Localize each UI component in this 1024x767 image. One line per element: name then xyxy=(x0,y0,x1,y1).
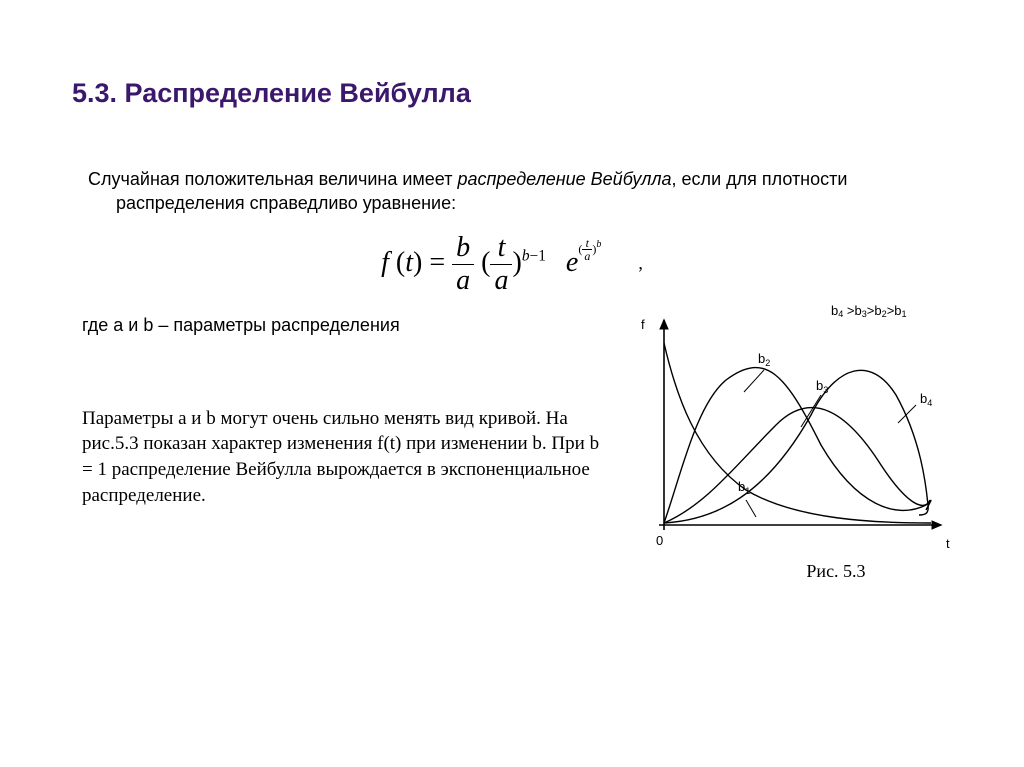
label-b1: b1 xyxy=(738,479,750,496)
leader-b4 xyxy=(898,405,916,423)
section-title: 5.3. Распределение Вейбулла xyxy=(72,78,952,109)
order-note: b4 >b3>b2>b1 xyxy=(831,305,907,319)
label-b2: b2 xyxy=(758,351,770,368)
formula: f (t) = ba (ta)b−1 e(ta)b , xyxy=(72,234,952,295)
leader-b1 xyxy=(746,500,756,517)
y-axis-label: f xyxy=(641,317,645,332)
weibull-chart: b1 b2 b3 b4 f t 0 b4 >b3>b2>b1 Рис. 5.3 xyxy=(626,305,986,582)
label-b4: b4 xyxy=(920,391,932,408)
leader-b2 xyxy=(744,370,764,392)
origin-label: 0 xyxy=(656,533,663,548)
chart-caption: Рис. 5.3 xyxy=(686,561,986,582)
label-b3: b3 xyxy=(816,378,828,395)
explanatory-paragraph: Параметры a и b могут очень сильно менят… xyxy=(82,406,602,509)
x-axis-label: t xyxy=(946,536,950,550)
intro-prefix: Случайная положительная величина имеет xyxy=(88,169,457,189)
intro-paragraph: Случайная положительная величина имеет р… xyxy=(80,167,952,216)
formula-comma: , xyxy=(638,253,643,273)
leader-b3 xyxy=(801,395,821,427)
curve-b3 xyxy=(664,408,930,523)
intro-term: распределение Вейбулла xyxy=(457,169,671,189)
curve-b1 xyxy=(664,343,931,523)
